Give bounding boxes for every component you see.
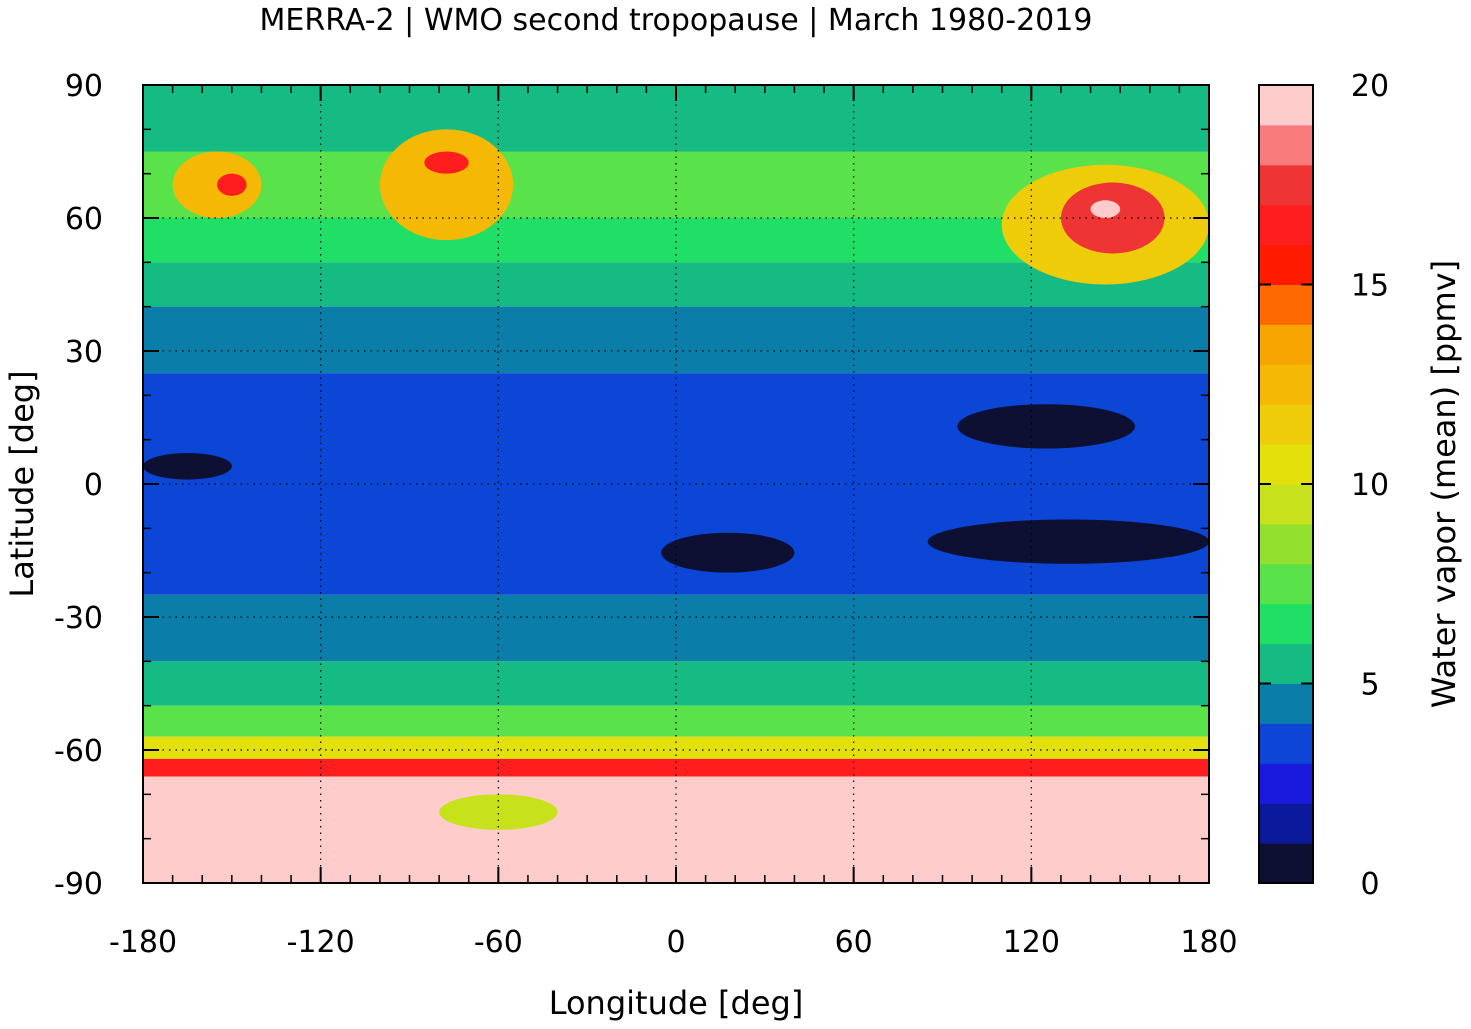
colorbar-swatch [1259, 244, 1313, 285]
colorbar-swatch [1259, 444, 1313, 485]
feature-region [439, 794, 558, 830]
chart-title: MERRA-2 | WMO second tropopause | March … [260, 3, 1093, 38]
colorbar-swatch [1259, 643, 1313, 684]
colorbar-swatch [1259, 284, 1313, 325]
colorbar-swatch [1259, 563, 1313, 605]
colorbar-tick-label: 0 [1360, 867, 1379, 902]
colorbar-swatch [1259, 603, 1313, 645]
colorbar-swatch [1259, 85, 1313, 126]
feature-region [1090, 200, 1121, 218]
zonal-band [143, 705, 1209, 737]
y-tick-label: -30 [54, 601, 103, 636]
colorbar-swatch [1259, 803, 1313, 844]
colorbar-tick-layer: 0 5 10 15 20 [1259, 69, 1389, 902]
colorbar-swatch [1259, 324, 1313, 365]
colorbar-tick-label: 15 [1351, 269, 1389, 304]
feature-region [927, 519, 1209, 564]
colorbar-tick-label: 5 [1360, 668, 1379, 703]
colorbar-swatch [1259, 404, 1313, 445]
colorbar [1259, 85, 1313, 884]
zonal-band [143, 262, 1209, 307]
y-tick-label: -90 [54, 867, 103, 902]
colorbar-swatch [1259, 843, 1313, 884]
x-tick-label: -120 [287, 925, 355, 960]
colorbar-swatch [1259, 723, 1313, 764]
colorbar-swatch [1259, 683, 1313, 724]
plot-frame [142, 84, 1210, 884]
feature-region [143, 452, 232, 480]
y-tick-label: 0 [84, 468, 103, 503]
x-tick-label: 60 [835, 925, 873, 960]
colorbar-tick-label: 10 [1351, 468, 1389, 503]
x-axis-label: Longitude [deg] [549, 984, 804, 1022]
y-tick-label: 30 [65, 335, 103, 370]
x-tick-label: 0 [666, 925, 685, 960]
y-axis-label: Latitude [deg] [3, 370, 41, 597]
x-tick-label: -180 [109, 925, 177, 960]
x-tick-label: -60 [474, 925, 523, 960]
colorbar-swatch [1259, 124, 1313, 166]
feature-region [217, 173, 247, 196]
x-tick-label: 180 [1180, 925, 1237, 960]
colorbar-swatch [1259, 484, 1313, 525]
zonal-band [143, 736, 1209, 759]
y-tick-layer: 90 60 30 0 -30 -60 -90 [54, 69, 1209, 902]
colorbar-swatch [1259, 523, 1313, 565]
feature-region [424, 151, 469, 174]
regional-feature-layer [143, 129, 1209, 830]
y-tick-label: 60 [65, 202, 103, 237]
colorbar-swatch [1259, 763, 1313, 804]
colorbar-label: Water vapor (mean) [ppmv] [1425, 260, 1463, 708]
feature-region [957, 404, 1135, 449]
colorbar-swatch [1259, 204, 1313, 246]
colorbar-swatch [1259, 164, 1313, 206]
x-tick-label: 120 [1003, 925, 1060, 960]
colorbar-tick-label: 20 [1351, 69, 1389, 104]
y-tick-label: 90 [65, 69, 103, 104]
feature-region [379, 129, 514, 241]
feature-region [661, 532, 795, 573]
colorbar-swatch [1259, 364, 1313, 405]
y-tick-label: -60 [54, 734, 103, 769]
grid-layer [143, 85, 1209, 883]
feature-region [172, 151, 262, 218]
